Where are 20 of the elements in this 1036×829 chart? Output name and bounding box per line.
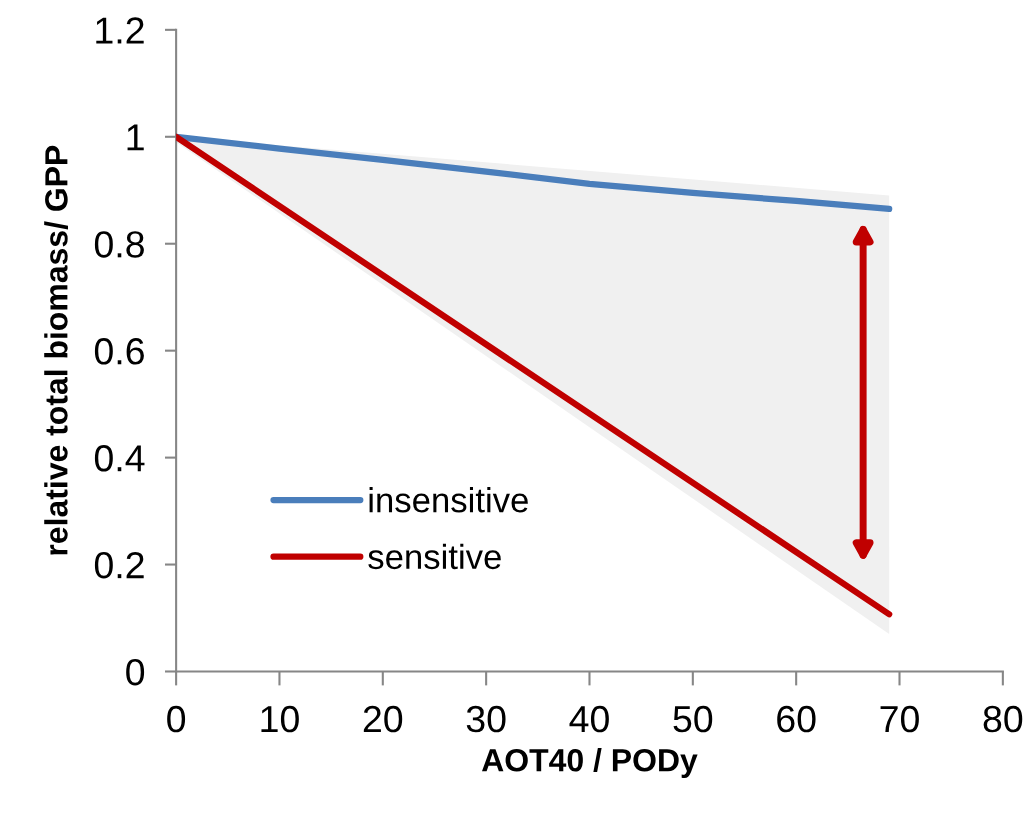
y-tick-label: 0.4 bbox=[94, 445, 145, 472]
x-tick-label: 20 bbox=[363, 705, 403, 733]
x-tick-label: 10 bbox=[261, 705, 299, 733]
y-tick-label: 0.6 bbox=[94, 338, 144, 365]
y-tick-label: 0.2 bbox=[94, 551, 144, 579]
y-tick-label: 1.2 bbox=[96, 17, 144, 44]
x-tick-label: 50 bbox=[673, 705, 713, 733]
x-tick-label: 0 bbox=[167, 705, 186, 733]
legend-label: sensitive bbox=[368, 543, 501, 570]
x-tick-label: 80 bbox=[983, 705, 1023, 733]
x-tick-label: 70 bbox=[880, 705, 919, 733]
x-axis-title: AOT40 / PODy bbox=[481, 748, 698, 778]
x-tick-label: 40 bbox=[569, 705, 609, 733]
y-tick-label: 1 bbox=[127, 124, 144, 151]
x-tick-label: 30 bbox=[466, 705, 506, 733]
y-tick-label: 0.8 bbox=[94, 231, 144, 258]
y-axis-title: relative total biomass/ GPP bbox=[44, 145, 69, 555]
legend-label: insensitive bbox=[369, 487, 528, 513]
x-tick-label: 60 bbox=[777, 705, 816, 733]
y-tick-label: 0 bbox=[126, 658, 145, 686]
